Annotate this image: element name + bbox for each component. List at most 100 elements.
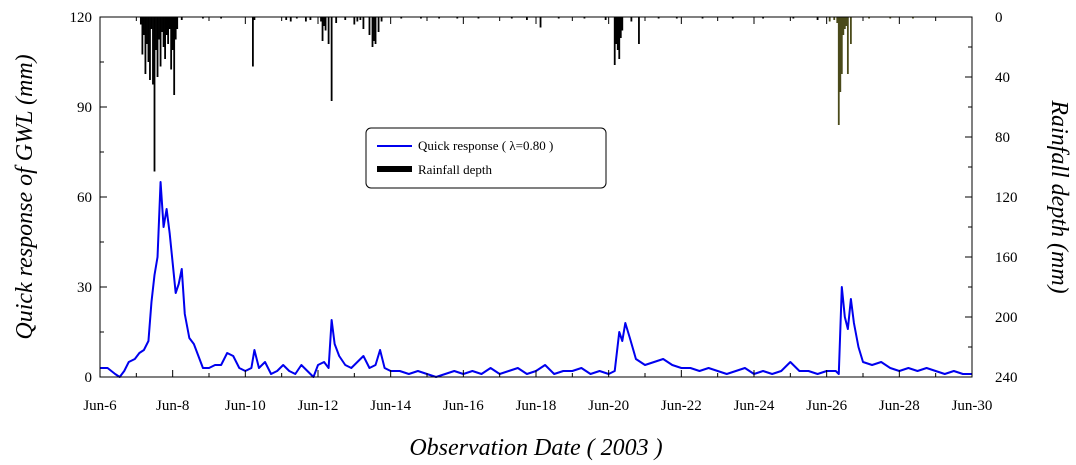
rainfall-bar bbox=[327, 17, 330, 44]
x-tick-label: Jun-6 bbox=[83, 398, 117, 414]
rainfall-bar bbox=[846, 17, 849, 74]
rainfall-bar bbox=[762, 17, 764, 19]
x-tick-label: Jun-14 bbox=[370, 398, 411, 414]
rainfall-bars bbox=[139, 17, 914, 172]
rainfall-bar bbox=[295, 17, 298, 19]
rainfall-bar bbox=[539, 17, 542, 28]
rainfall-bar bbox=[510, 17, 513, 19]
x-tick-label: Jun-10 bbox=[225, 398, 266, 414]
rainfall-bar bbox=[638, 17, 640, 44]
rainfall-bar bbox=[162, 17, 165, 47]
rainfall-bar bbox=[630, 17, 633, 22]
rainfall-bar bbox=[356, 17, 359, 22]
rainfall-bar bbox=[701, 17, 704, 19]
rainfall-bar bbox=[583, 17, 586, 19]
rainfall-bar bbox=[615, 17, 618, 44]
rainfall-bar bbox=[156, 17, 159, 77]
rainfall-bar bbox=[912, 17, 914, 19]
rainfall-bar bbox=[675, 17, 678, 19]
rainfall-bar bbox=[167, 17, 170, 44]
y-axis-left-title: Quick response of GWL (mm) bbox=[12, 54, 38, 339]
x-tick-label: Jun-20 bbox=[588, 398, 629, 414]
rainfall-bar bbox=[304, 17, 307, 22]
rainfall-bar bbox=[159, 17, 162, 67]
rainfall-bar bbox=[842, 17, 845, 35]
rainfall-bar bbox=[146, 17, 148, 44]
legend-bar-swatch bbox=[377, 166, 412, 172]
rainfall-bar bbox=[170, 17, 173, 70]
rainfall-bar bbox=[362, 17, 365, 29]
rainfall-bar bbox=[144, 17, 147, 74]
y-left-tick-label: 30 bbox=[77, 280, 92, 296]
rainfall-bar bbox=[289, 17, 292, 22]
rainfall-bar bbox=[373, 17, 375, 41]
rainfall-bar bbox=[335, 17, 338, 23]
rainfall-bar bbox=[220, 17, 223, 19]
x-tick-label: Jun-24 bbox=[734, 398, 775, 414]
x-axis-title: Observation Date ( 2003 ) bbox=[409, 435, 662, 461]
quick-response-series bbox=[100, 181, 972, 378]
rainfall-bar bbox=[164, 17, 166, 59]
rainfall-bar bbox=[477, 17, 480, 19]
y-right-tick-label: 40 bbox=[995, 70, 1010, 86]
rainfall-bar bbox=[400, 17, 403, 19]
rainfall-bar bbox=[619, 17, 622, 38]
legend-label-quick-response: Quick response ( λ=0.80 ) bbox=[418, 138, 553, 153]
rainfall-bar bbox=[621, 17, 624, 31]
y-left-tick-label: 60 bbox=[77, 190, 92, 206]
rainfall-bar bbox=[171, 17, 174, 50]
rainfall-bar bbox=[618, 17, 621, 59]
rainfall-bar bbox=[149, 17, 151, 80]
rainfall-bar bbox=[152, 17, 154, 85]
rainfall-bar bbox=[833, 17, 836, 20]
rainfall-bar bbox=[344, 17, 347, 20]
rainfall-bar bbox=[613, 17, 616, 65]
rainfall-bar bbox=[438, 17, 441, 19]
y-right-tick-label: 80 bbox=[995, 130, 1010, 146]
rainfall-bar bbox=[253, 17, 256, 20]
y-right-tick-label: 120 bbox=[995, 190, 1018, 206]
rainfall-bar bbox=[889, 17, 892, 19]
y-right-tick-label: 0 bbox=[995, 10, 1003, 26]
rainfall-bar bbox=[836, 17, 839, 23]
rainfall-bar bbox=[139, 17, 142, 25]
rainfall-bar bbox=[180, 17, 183, 20]
rainfall-bar bbox=[321, 17, 324, 41]
rainfall-bar bbox=[165, 17, 168, 35]
x-tick-label: Jun-16 bbox=[443, 398, 484, 414]
rainfall-bar bbox=[557, 17, 560, 19]
axes: Jun-6 Jun-8 Jun-10 Jun-12 Jun-14 Jun-16 Jun-18… bbox=[70, 10, 1018, 414]
legend-label-rainfall: Rainfall depth bbox=[418, 162, 493, 177]
rainfall-bar bbox=[330, 17, 333, 101]
y-left-tick-label: 90 bbox=[77, 100, 92, 116]
rainfall-bar bbox=[359, 17, 362, 20]
rainfall-bar bbox=[792, 17, 795, 19]
rainfall-bar bbox=[843, 17, 846, 29]
rainfall-bar bbox=[604, 17, 607, 20]
y-left-tick-label: 0 bbox=[85, 370, 93, 386]
rainfall-bar bbox=[420, 17, 422, 19]
rainfall-bar bbox=[143, 17, 145, 35]
legend: Quick response ( λ=0.80 ) Rainfall depth bbox=[365, 127, 607, 189]
rainfall-bar bbox=[309, 17, 312, 20]
rainfall-bar bbox=[158, 17, 160, 40]
rainfall-bar bbox=[371, 17, 374, 47]
rainfall-bar bbox=[731, 17, 734, 19]
x-tick-label: Jun-8 bbox=[156, 398, 189, 414]
y-right-tick-label: 200 bbox=[995, 310, 1018, 326]
rainfall-bar bbox=[155, 17, 157, 50]
rainfall-bar bbox=[377, 17, 380, 32]
y-left-tick-label: 120 bbox=[70, 10, 93, 26]
rainfall-bar bbox=[324, 17, 327, 31]
x-tick-label: Jun-22 bbox=[661, 398, 702, 414]
rainfall-bar bbox=[161, 17, 163, 32]
rainfall-bar bbox=[849, 17, 852, 44]
rainfall-bar bbox=[837, 17, 840, 125]
rainfall-bar bbox=[320, 17, 322, 22]
rainfall-bar bbox=[202, 17, 204, 19]
rainfall-bar bbox=[828, 17, 831, 22]
rainfall-bar bbox=[368, 17, 371, 35]
rainfall-bar bbox=[374, 17, 377, 44]
rainfall-bar bbox=[526, 17, 528, 20]
